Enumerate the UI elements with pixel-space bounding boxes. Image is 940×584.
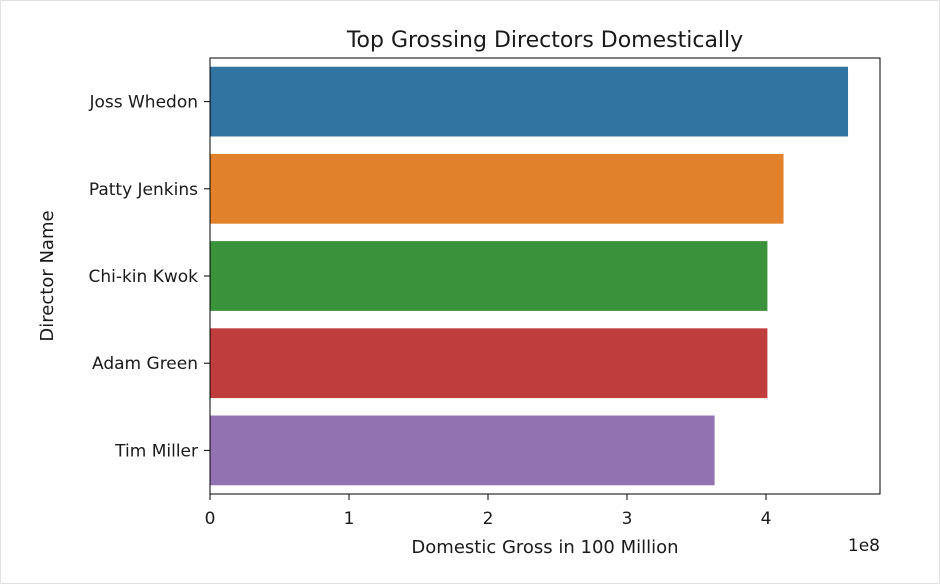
x-axis-ticks: 0 1 2 3 4	[205, 494, 772, 529]
chart-title: Top Grossing Directors Domestically	[346, 28, 743, 53]
y-axis-label: Director Name	[37, 210, 58, 341]
bar-joss-whedon	[210, 66, 849, 137]
x-tick-label: 1	[344, 509, 355, 529]
x-axis-offset-text: 1e8	[848, 536, 880, 556]
y-tick-label: Patty Jenkins	[89, 180, 198, 200]
y-axis-ticks: Joss Whedon Patty Jenkins Chi-kin Kwok Adam…	[88, 93, 210, 461]
y-tick-label: Tim Miller	[114, 441, 198, 461]
bar-tim-miller	[210, 415, 715, 486]
x-tick-label: 4	[761, 509, 772, 529]
bars-group	[210, 66, 849, 486]
x-tick-label: 2	[483, 509, 494, 529]
y-tick-label: Chi-kin Kwok	[88, 267, 198, 287]
y-tick-label: Adam Green	[92, 354, 198, 374]
bar-patty-jenkins	[210, 153, 784, 224]
bar-adam-green	[210, 328, 768, 399]
y-tick-label: Joss Whedon	[88, 93, 198, 113]
x-tick-label: 3	[622, 509, 633, 529]
bar-chi-kin-kwok	[210, 241, 768, 311]
x-axis-label: Domestic Gross in 100 Million	[411, 537, 678, 558]
x-tick-label: 0	[205, 509, 216, 529]
